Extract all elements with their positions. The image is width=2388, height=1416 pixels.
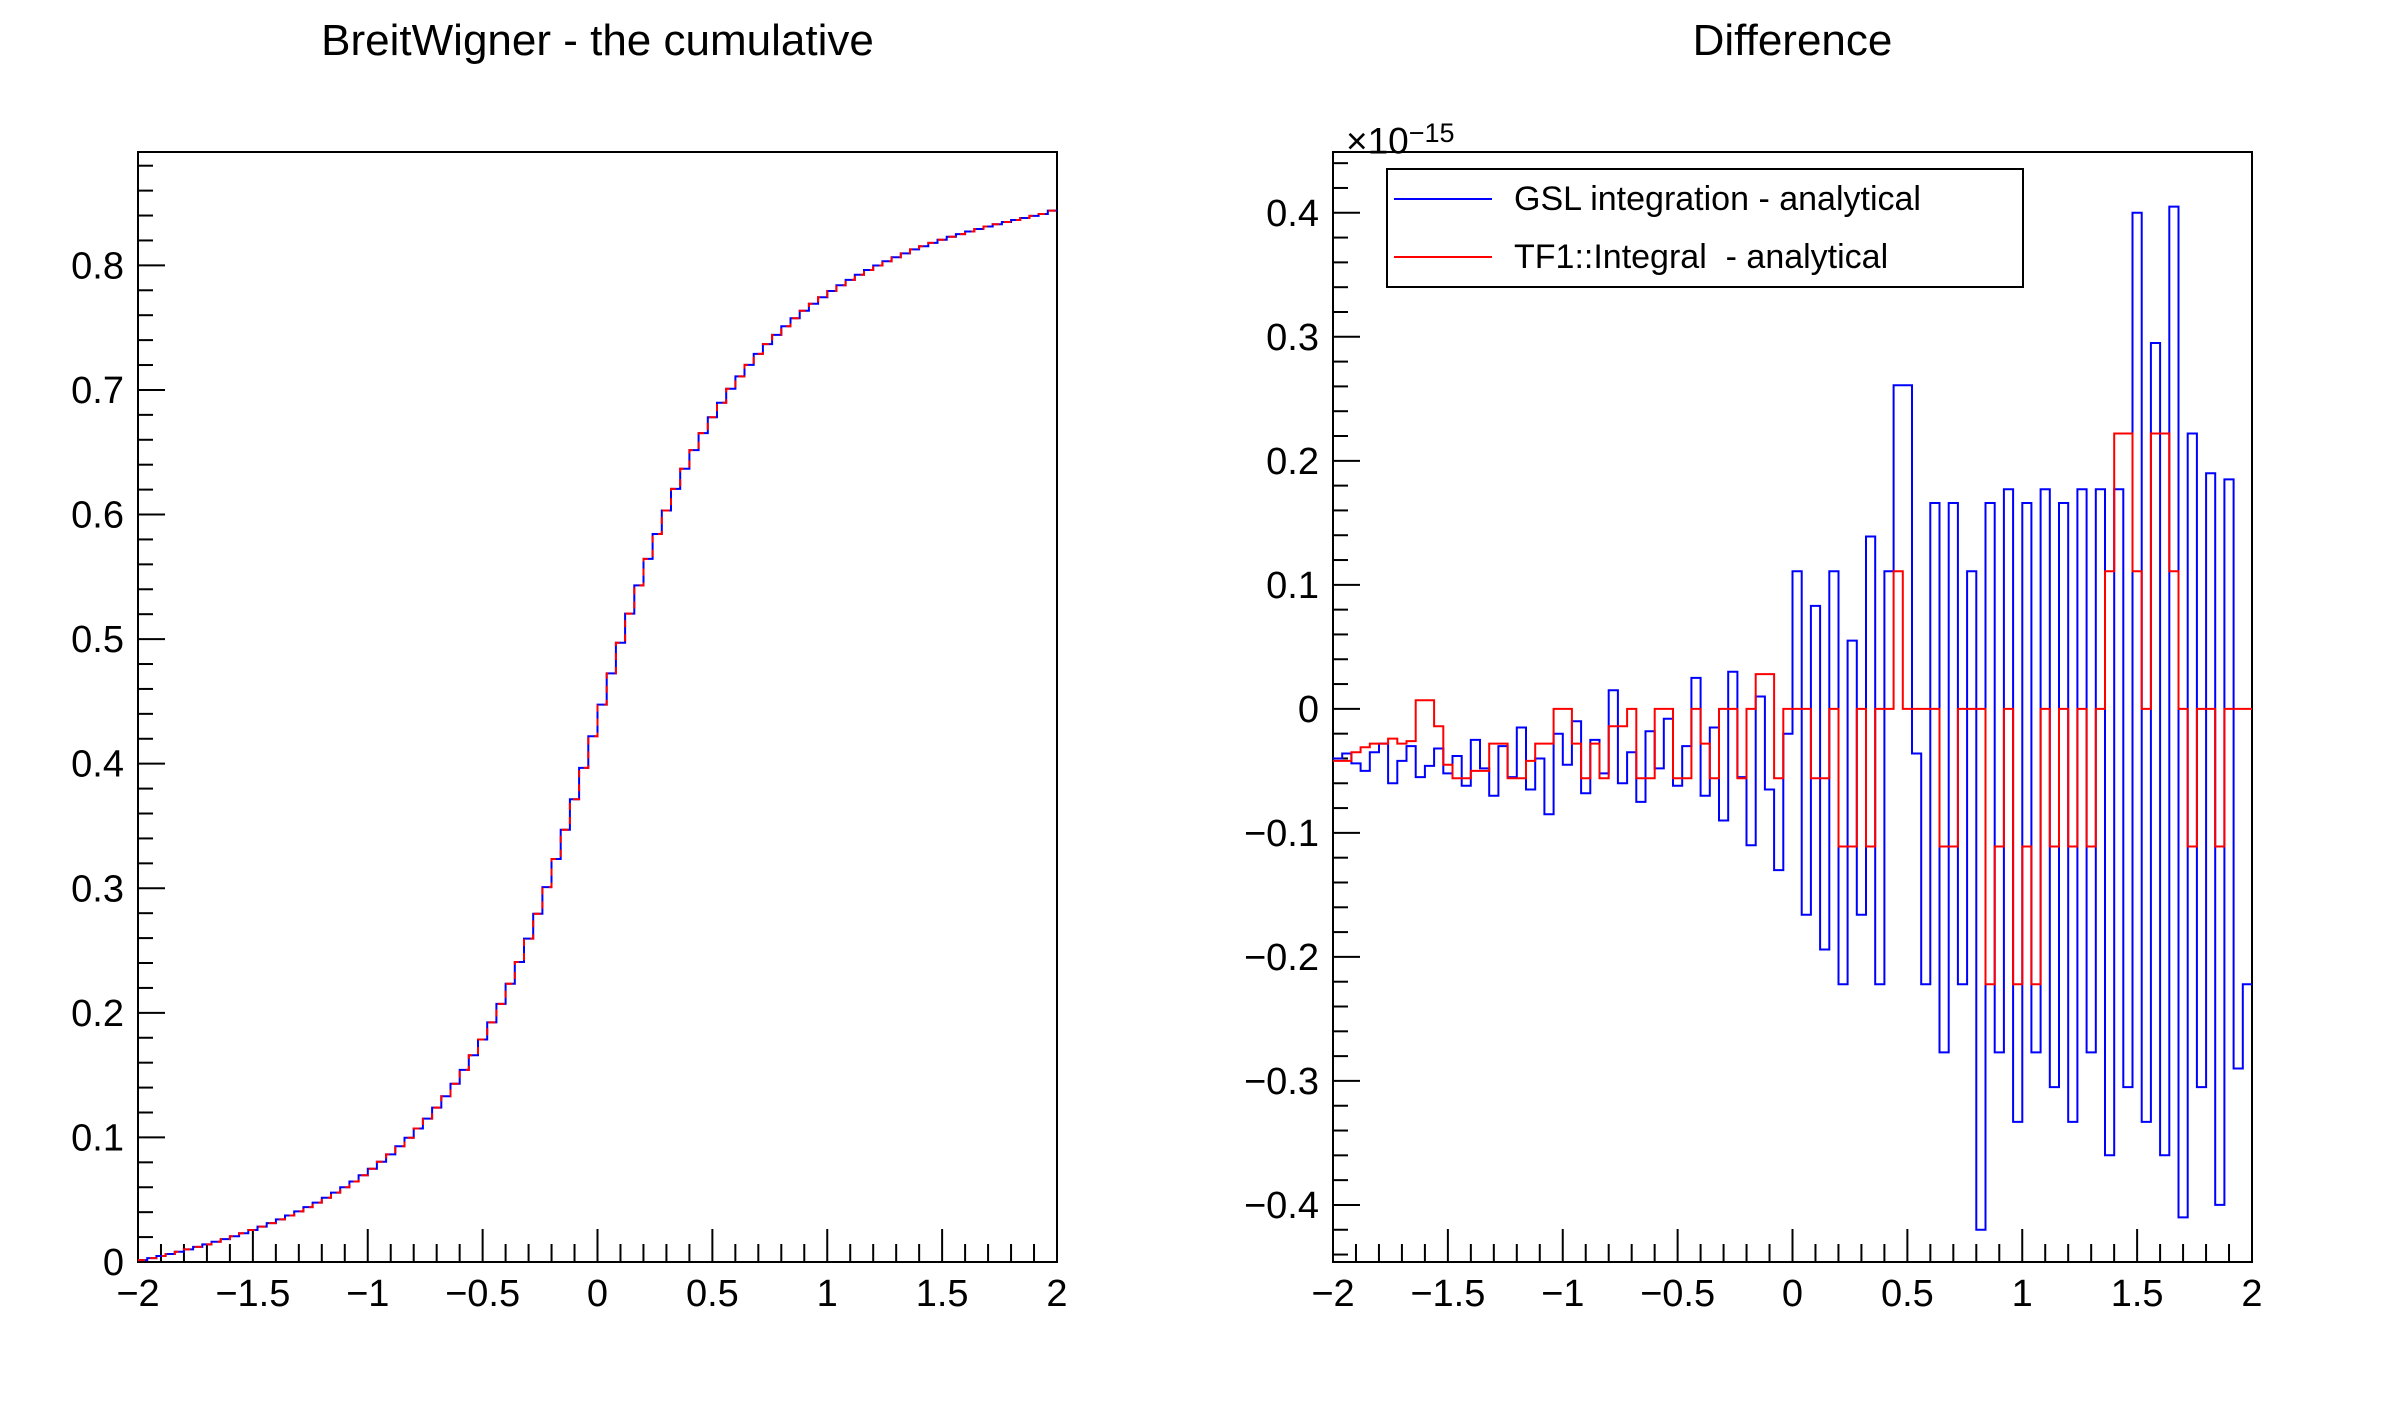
tf1-difference-histogram — [1333, 432, 2252, 986]
x-axis-tick-label: 0 — [1782, 1273, 1803, 1315]
y-axis-tick-label: 0.6 — [71, 495, 124, 537]
x-axis-tick-label: 1.5 — [2111, 1273, 2164, 1315]
cumulative-histogram-red-dashed — [138, 209, 1057, 1262]
right-plot-title: Difference — [1692, 16, 1893, 65]
x-axis-tick-label: −1 — [1541, 1273, 1584, 1315]
y-axis-tick-label: 0.2 — [1266, 441, 1319, 483]
x-axis-tick-label: 1 — [2012, 1273, 2033, 1315]
y-axis-tick-label: 0.1 — [1266, 565, 1319, 607]
x-axis-tick-label: 1.5 — [916, 1273, 969, 1315]
x-axis-tick-label: −0.5 — [1640, 1273, 1715, 1315]
legend-item-tf1: TF1::Integral - analytical — [1388, 228, 2022, 286]
legend-label-gsl: GSL integration - analytical — [1514, 179, 1921, 218]
x-axis-tick-label: 2 — [2241, 1273, 2262, 1315]
x-axis-tick-label: −2 — [116, 1273, 159, 1315]
y-axis-tick-label: 0.4 — [1266, 193, 1319, 235]
y-axis-tick-label: −0.1 — [1244, 813, 1319, 855]
plot-frame — [137, 151, 1058, 1263]
y-axis-tick-label: 0 — [103, 1242, 124, 1284]
x-axis-tick-label: −1.5 — [215, 1273, 290, 1315]
y-axis-tick-label: −0.2 — [1244, 937, 1319, 979]
y-axis-tick-label: 0.8 — [71, 245, 124, 287]
y-axis-tick-label: 0 — [1298, 689, 1319, 731]
exponent-power: −15 — [1408, 118, 1455, 148]
legend-line-gsl-blue — [1394, 198, 1492, 200]
exponent-base: ×10 — [1346, 120, 1409, 162]
y-axis-tick-label: 0.3 — [1266, 317, 1319, 359]
legend-item-gsl: GSL integration - analytical — [1388, 170, 2022, 228]
left-plot-title: BreitWigner - the cumulative — [321, 16, 874, 65]
x-axis-tick-label: 0.5 — [1881, 1273, 1934, 1315]
x-axis-tick-label: −0.5 — [445, 1273, 520, 1315]
y-axis-tick-label: 0.5 — [71, 619, 124, 661]
legend-label-tf1: TF1::Integral - analytical — [1514, 237, 1889, 276]
y-axis-tick-label: 0.4 — [71, 744, 124, 786]
x-axis-tick-label: −2 — [1311, 1273, 1354, 1315]
y-axis-tick-label: 0.1 — [71, 1117, 124, 1159]
y-axis-tick-label: −0.3 — [1244, 1061, 1319, 1103]
x-axis-tick-label: −1.5 — [1410, 1273, 1485, 1315]
x-axis-tick-label: 0.5 — [686, 1273, 739, 1315]
x-axis-tick-label: 1 — [817, 1273, 838, 1315]
y-axis-tick-label: 0.3 — [71, 868, 124, 910]
legend-box: GSL integration - analytical TF1::Integr… — [1386, 168, 2024, 288]
plot-frame — [1332, 151, 2253, 1263]
y-axis-tick-label: 0.2 — [71, 993, 124, 1035]
x-axis-tick-label: 2 — [1046, 1273, 1067, 1315]
y-axis-tick-label: −0.4 — [1244, 1185, 1319, 1227]
gsl-difference-histogram — [1333, 205, 2252, 1231]
y-axis-tick-label: 0.7 — [71, 370, 124, 412]
x-axis-tick-label: −1 — [346, 1273, 389, 1315]
y-axis-exponent-label: ×10−15 — [1346, 116, 1455, 162]
legend-line-tf1-red — [1394, 256, 1492, 258]
x-axis-tick-label: 0 — [587, 1273, 608, 1315]
